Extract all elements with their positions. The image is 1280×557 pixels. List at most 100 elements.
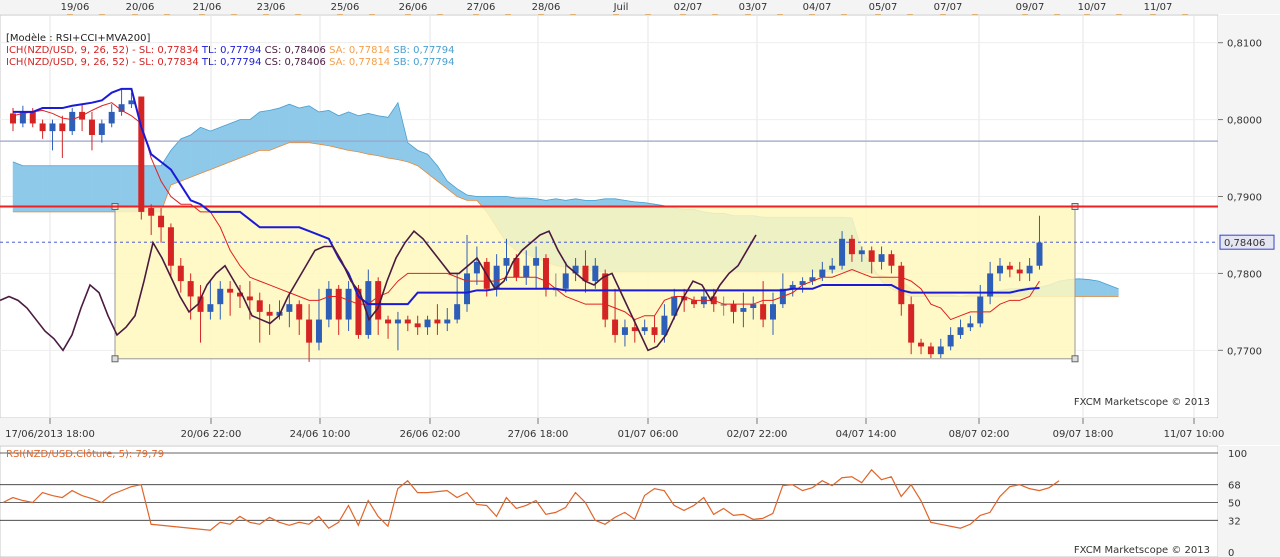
candle-body: [947, 334, 954, 347]
candle-body: [108, 111, 115, 124]
candle-body: [375, 281, 382, 320]
top-date-label: 03/07: [739, 2, 768, 13]
candle-body: [661, 315, 668, 335]
candle-body: [365, 281, 372, 335]
rsi-line: [2, 468, 1060, 531]
rect-handle[interactable]: [1071, 355, 1079, 363]
candle-body: [266, 311, 273, 316]
candle-body: [1036, 242, 1043, 266]
bottom-date-label: 01/07 06:00: [618, 429, 679, 440]
model-label: [Modèle : RSI+CCI+MVA200]: [6, 32, 150, 44]
cloud-segment: [338, 111, 349, 151]
candle-body: [1006, 265, 1013, 270]
candle-body: [523, 265, 530, 278]
candle-body: [908, 304, 915, 343]
cloud-segment: [32, 165, 43, 213]
cloud-segment: [210, 126, 221, 170]
ich-legend-line: ICH(NZD/USD, 9, 26, 52) - SL: 0,77834 TL…: [6, 45, 454, 56]
ich-legend-sa: SA: 0,77814: [326, 45, 390, 56]
price-axis: [1218, 15, 1280, 418]
top-date-label: 05/07: [869, 2, 898, 13]
candle-body: [829, 265, 836, 270]
candle-body: [335, 288, 342, 320]
cloud-segment: [101, 165, 112, 213]
price-label: 0,8100: [1227, 39, 1262, 50]
kijun-line: [12, 102, 1040, 321]
candle-body: [592, 265, 599, 282]
cloud-segment: [279, 103, 290, 147]
top-date-label: 20/06: [126, 2, 155, 13]
cloud-segment: [42, 165, 53, 213]
candle-body: [29, 111, 36, 124]
candle-body: [306, 319, 313, 343]
bottom-date-labels: 17/06/2013 18:00 20/06 22:00 24/06 10:00 26…: [5, 418, 1224, 440]
cloud-segment: [259, 110, 270, 151]
bottom-date-label: 26/06 02:00: [400, 429, 461, 440]
candle-body: [39, 123, 46, 132]
candle-body: [69, 111, 76, 132]
candle-body: [325, 288, 332, 320]
cloud-segment: [150, 165, 162, 213]
top-date-label: 26/06: [399, 2, 428, 13]
ich-legend-tl: TL: 0,77794: [199, 45, 262, 56]
candle-body: [937, 346, 944, 355]
top-date-label: 02/07: [674, 2, 703, 13]
ich-legend-cs: CS: 0,78406: [261, 57, 325, 68]
ich-legend-sb: SB: 0,77794: [390, 45, 454, 56]
candle-body: [671, 296, 678, 316]
candle-body: [88, 119, 95, 135]
chikou-line: [0, 229, 757, 352]
candle-body: [158, 215, 165, 228]
bottom-date-label: 17/06/2013 18:00: [5, 429, 95, 440]
top-date-label: 10/07: [1078, 2, 1107, 13]
rsi-axis-label: 32: [1228, 516, 1241, 527]
candle-body: [1026, 265, 1033, 274]
cloud-segment: [180, 134, 191, 182]
candle-body: [434, 319, 441, 324]
candle-body: [898, 265, 905, 305]
tenkan-line: [13, 87, 1040, 306]
candle-body: [967, 323, 974, 328]
cloud-segment: [298, 105, 310, 143]
candle-body: [868, 250, 875, 262]
candle-body: [858, 250, 865, 255]
candle-body: [681, 296, 688, 301]
candle-body: [19, 111, 26, 124]
candle-body: [404, 319, 411, 324]
bottom-date-label: 09/07 18:00: [1053, 429, 1114, 440]
candle-body: [997, 265, 1003, 274]
candle-body: [750, 304, 757, 309]
cloud-segment: [52, 165, 63, 213]
candle-body: [59, 123, 66, 132]
top-date-label: 04/07: [803, 2, 832, 13]
top-date-label: Juil: [613, 2, 629, 13]
candle-body: [493, 265, 500, 289]
price-label: 0,7800: [1227, 269, 1262, 280]
rsi-axis-label: 50: [1228, 499, 1241, 510]
watermark-top: FXCM Marketscope © 2013: [1074, 397, 1210, 408]
candle-body: [513, 258, 520, 278]
candle-body: [720, 304, 727, 306]
candle-body: [394, 319, 401, 324]
watermark-bottom: FXCM Marketscope © 2013: [1074, 545, 1210, 556]
top-date-label: 09/07: [1016, 2, 1045, 13]
candle-body: [345, 288, 352, 320]
candle-body: [572, 265, 579, 274]
cloud-segment: [318, 110, 330, 147]
top-date-label: 23/06: [257, 2, 286, 13]
cloud-segment: [308, 105, 320, 145]
top-date-label: 25/06: [331, 2, 360, 13]
candle-body: [957, 327, 964, 335]
bottom-date-label: 27/06 18:00: [508, 429, 569, 440]
candle-body: [444, 319, 451, 324]
rect-handle[interactable]: [111, 355, 119, 363]
candle-body: [227, 288, 234, 293]
ich-legend-prefix: ICH(NZD/USD, 9, 26, 52) - SL: 0,77834: [6, 57, 199, 68]
candle-body: [987, 273, 994, 297]
rsi-label: RSI(NZD/USD.Clôture, 5): 79,79: [6, 448, 164, 460]
candle-body: [217, 288, 224, 305]
rsi-axis-label: 100: [1228, 449, 1247, 460]
candle-body: [424, 319, 431, 328]
